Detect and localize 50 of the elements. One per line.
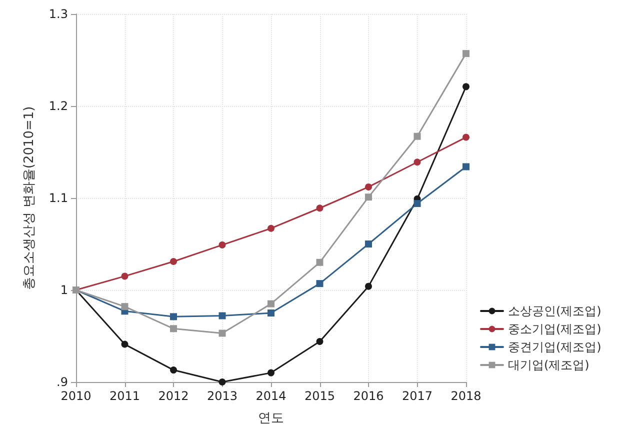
point [462,50,470,58]
point [121,272,128,280]
point [170,325,177,332]
x-tick-label: 2011 [109,389,140,403]
x-axis-title: 연도 [258,411,284,426]
point [170,366,177,374]
point [170,258,177,265]
point [268,300,274,308]
point [316,280,324,288]
legend-label: 중견기업(제조업) [508,340,602,354]
legend-label: 소상공인(제조업) [508,304,602,318]
y-tick-label: .9 [56,375,68,389]
legend-label: 대기업(제조업) [508,358,590,372]
x-tick-label: 2013 [206,389,238,403]
x-tick-label: 2016 [353,389,384,403]
point [218,330,226,337]
x-tick-label: 2015 [304,389,336,403]
y-tick-label: 1.2 [48,99,68,113]
x-tick-label: 2012 [158,389,189,403]
point [462,134,470,141]
y-tick-label: 1 [60,283,68,297]
point [462,163,470,170]
point [365,183,372,190]
legend-label: 중소기업(제조업) [508,322,602,336]
point [414,132,421,140]
point [365,282,372,290]
point [268,224,274,232]
point [121,303,128,310]
point [218,378,226,386]
point [414,200,421,208]
point [268,369,274,376]
point [218,241,226,248]
x-tick-label: 2014 [256,389,286,403]
x-tick-label: 2017 [402,389,433,403]
y-tick-label: 1.3 [48,7,68,21]
point [414,158,421,166]
y-tick-label: 1.1 [48,191,68,205]
y-axis-title: 총요소생산성 변화율(2010=1) [22,106,37,290]
point [365,194,372,201]
point [316,204,324,212]
point [170,313,177,320]
point [462,83,470,90]
point [218,312,226,320]
point [121,340,128,348]
x-tick-label: 2010 [60,389,92,403]
point [268,310,274,316]
x-tick-label: 2018 [450,389,482,403]
point [365,240,372,248]
point [316,338,324,346]
point [316,258,324,266]
